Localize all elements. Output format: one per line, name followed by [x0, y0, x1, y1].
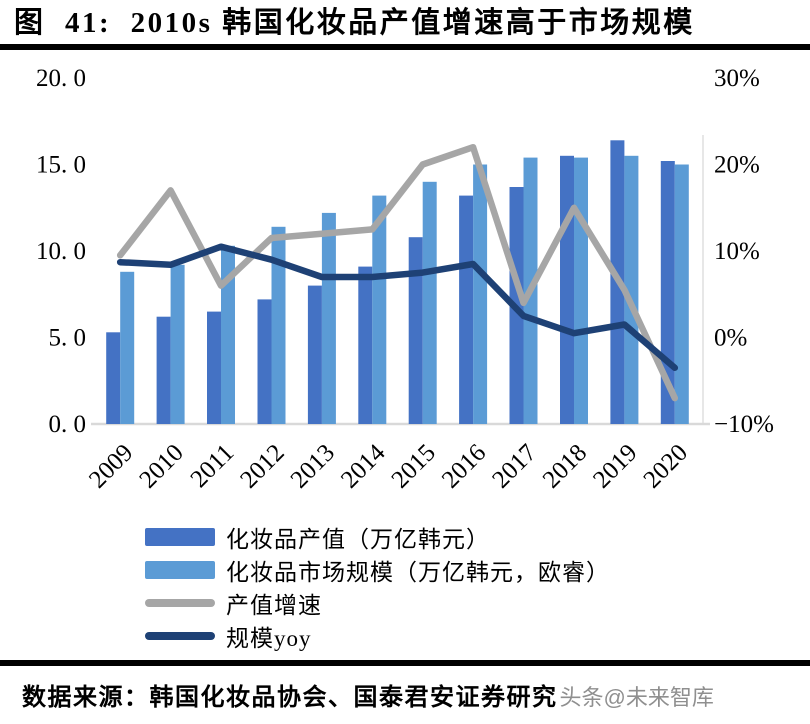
footer-divider: [0, 660, 810, 666]
legend-item-market-yoy: 规模yoy: [145, 621, 810, 651]
legend-label-market-size: 化妆品市场规模（万亿韩元，欧睿）: [226, 560, 610, 585]
bar-production-2014: [358, 266, 373, 424]
plot-area: 0. 0 5. 0 10. 0 15. 0 20. 0 −10% 0% 10% 20% 30% 20…: [36, 65, 774, 494]
bar-market-size-2012: [271, 226, 286, 424]
bar-market-size-2015: [422, 181, 437, 424]
bar-market-size-2016: [473, 164, 488, 424]
x-axis-label-2011: 2011: [185, 439, 239, 493]
bar-market-size-2011: [221, 245, 235, 424]
y-axis-right-tick--10: −10%: [714, 411, 774, 438]
y-axis-left-tick-20: 20. 0: [36, 65, 86, 92]
legend-swatch-production-growth-line: [145, 599, 215, 607]
y-axis-left-tick-10: 10. 0: [36, 238, 86, 265]
legend-item-market-size: 化妆品市场规模（万亿韩元，欧睿）: [145, 555, 810, 585]
bar-production-2015: [408, 237, 423, 424]
x-axis-label-2010: 2010: [134, 439, 188, 493]
bar-production-2011: [207, 311, 221, 424]
legend-swatch-market-yoy-line: [145, 632, 215, 640]
y-axis-left-tick-5: 5. 0: [49, 325, 87, 352]
x-axis-label-2013: 2013: [286, 439, 340, 493]
figure-footer: 数据来源：韩国化妆品协会、国泰君安证券研究 头条@未来智库: [0, 666, 810, 712]
legend-swatch-production-bar: [145, 528, 215, 546]
bar-market-size-2020: [674, 164, 689, 424]
x-axis-label-2014: 2014: [336, 439, 391, 494]
legend-item-production-growth: 产值增速: [145, 588, 810, 618]
legend-label-production-growth: 产值增速: [226, 593, 322, 618]
x-axis-label-2016: 2016: [437, 439, 491, 493]
y-axis-right-tick-20: 20%: [714, 152, 760, 179]
y-axis-right-tick-0: 0%: [714, 325, 747, 352]
bar-production-2009: [106, 332, 121, 424]
title-divider: [0, 44, 810, 50]
bar-production-2018: [560, 155, 574, 425]
chart-legend: 化妆品产值（万亿韩元） 化妆品市场规模（万亿韩元，欧睿） 产值增速 规模yoy: [145, 522, 810, 651]
bar-production-2013: [307, 285, 322, 424]
line-market-yoy: [116, 243, 679, 372]
x-axis-label-2019: 2019: [588, 439, 642, 493]
bar-market-size-2010: [170, 264, 185, 424]
x-axis-label-2020: 2020: [639, 439, 693, 493]
bar-production-2012: [257, 299, 272, 424]
bar-market-size-2014: [372, 195, 387, 424]
bar-market-size-2009: [120, 271, 135, 424]
bar-market-size-2013: [321, 212, 336, 424]
watermark: 头条@未来智库: [559, 685, 714, 710]
figure-title: 图 41: 2010s 韩国化妆品产值增速高于市场规模: [14, 7, 695, 39]
y-axis-right-tick-10: 10%: [714, 238, 760, 265]
x-axis-label-2012: 2012: [235, 439, 289, 493]
legend-swatch-market-size-bar: [145, 561, 215, 579]
source-text: 数据来源：韩国化妆品协会、国泰君安证券研究: [22, 685, 558, 711]
legend-item-production: 化妆品产值（万亿韩元）: [145, 522, 810, 552]
x-axis-label-2009: 2009: [84, 439, 138, 493]
legend-label-market-yoy: 规模yoy: [226, 626, 312, 651]
line-production-growth: [116, 143, 679, 402]
bar-market-size-2018: [574, 157, 588, 424]
x-axis-label-2017: 2017: [487, 439, 541, 493]
figure-header: 图 41: 2010s 韩国化妆品产值增速高于市场规模: [0, 0, 810, 44]
y-axis-left-tick-15: 15. 0: [36, 152, 86, 179]
legend-label-production: 化妆品产值（万亿韩元）: [226, 527, 490, 552]
bar-production-2010: [156, 316, 171, 424]
y-axis-left-tick-0: 0. 0: [49, 411, 87, 438]
bar-production-2016: [459, 195, 474, 424]
y-axis-right-tick-30: 30%: [714, 65, 760, 92]
chart-canvas: 0. 0 5. 0 10. 0 15. 0 20. 0 −10% 0% 10% 20% 30% 20…: [36, 65, 774, 494]
x-axis-label-2015: 2015: [387, 439, 441, 493]
bar-market-size-2019: [624, 155, 639, 425]
x-axis-label-2018: 2018: [538, 439, 592, 493]
